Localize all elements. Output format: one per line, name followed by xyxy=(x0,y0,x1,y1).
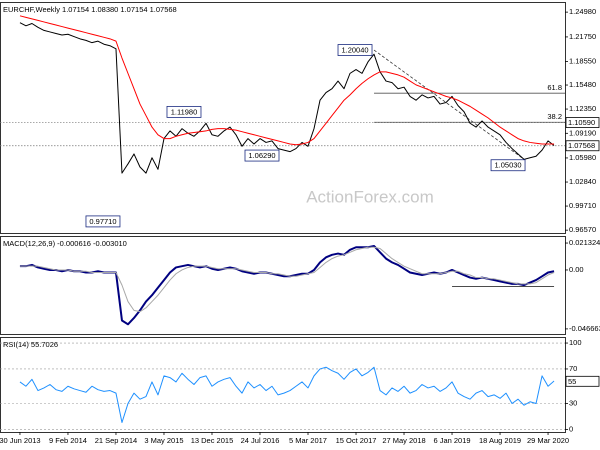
annotation-box xyxy=(490,159,526,172)
y-tick-label: 0 xyxy=(569,424,573,433)
x-tick-label: 6 Jan 2019 xyxy=(433,436,470,445)
x-tick-label: 21 Sep 2014 xyxy=(95,436,138,445)
y-tick-label: -0.046663 xyxy=(569,324,600,333)
x-tick-label: 3 May 2015 xyxy=(144,436,183,445)
trendline xyxy=(373,49,525,160)
annotation-box xyxy=(244,149,280,162)
series-line xyxy=(19,15,555,146)
x-tick-label: 30 Jun 2013 xyxy=(0,436,41,445)
level-label: 1.10590 xyxy=(568,118,595,127)
current-box xyxy=(565,375,600,387)
panel-title: EURCHF,Weekly 1.07154 1.08380 1.07154 1.… xyxy=(3,5,177,14)
x-tick-label: 5 Mar 2017 xyxy=(289,436,327,445)
annotation-label: 1.20040 xyxy=(341,46,368,55)
annotation-box xyxy=(337,44,373,56)
y-tick-label: 0.00 xyxy=(569,265,584,274)
annotation-box xyxy=(166,105,202,118)
y-tick-label: 1.18550 xyxy=(569,56,596,65)
x-tick-label: 9 Feb 2014 xyxy=(49,436,87,445)
x-tick-label: 18 Aug 2019 xyxy=(479,436,521,445)
x-tick-label: 24 Jul 2016 xyxy=(241,436,280,445)
series-line xyxy=(19,246,555,313)
annotation-label: 1.06290 xyxy=(248,151,275,160)
y-tick-label: 0.021324 xyxy=(569,238,600,247)
level-box xyxy=(565,140,600,152)
current-label: 55 xyxy=(568,377,576,386)
y-tick-label: 30 xyxy=(569,398,577,407)
x-tick-label: 15 Oct 2017 xyxy=(336,436,377,445)
y-tick-label: 1.05980 xyxy=(569,153,596,162)
watermark: ActionForex.com xyxy=(306,187,434,206)
panel-title: MACD(12,26,9) -0.000616 -0.003010 xyxy=(3,239,127,248)
annotation-box xyxy=(85,215,121,228)
x-tick-label: 29 Mar 2020 xyxy=(527,436,569,445)
y-tick-label: 100 xyxy=(569,338,582,347)
annotation-label: 1.11980 xyxy=(171,107,198,116)
y-tick-label: 70 xyxy=(569,364,577,373)
y-tick-label: 1.24980 xyxy=(569,7,596,16)
panel-title: RSI(14) 55.7026 xyxy=(3,340,58,349)
panel-frame xyxy=(0,337,566,433)
annotation-label: 0.97710 xyxy=(89,217,116,226)
level-box xyxy=(565,117,600,128)
series-line xyxy=(19,22,555,174)
level-label: 1.07568 xyxy=(568,141,595,150)
annotation-label: 1.05030 xyxy=(494,161,521,170)
y-tick-label: 1.09190 xyxy=(569,128,596,137)
y-tick-label: 1.15480 xyxy=(569,80,596,89)
panel-frame xyxy=(0,2,566,234)
y-tick-label: 0.99710 xyxy=(569,201,596,210)
y-tick-label: 1.12350 xyxy=(569,104,596,113)
y-tick-label: 0.96570 xyxy=(569,225,596,234)
x-tick-label: 13 Dec 2015 xyxy=(191,436,234,445)
fib-label: 38.2 xyxy=(547,112,562,121)
y-tick-label: 1.02840 xyxy=(569,177,596,186)
series-line xyxy=(19,366,555,423)
x-tick-label: 27 May 2018 xyxy=(382,436,425,445)
fib-label: 61.8 xyxy=(547,83,562,92)
panel-frame xyxy=(0,236,566,335)
y-tick-label: 1.21750 xyxy=(569,32,596,41)
